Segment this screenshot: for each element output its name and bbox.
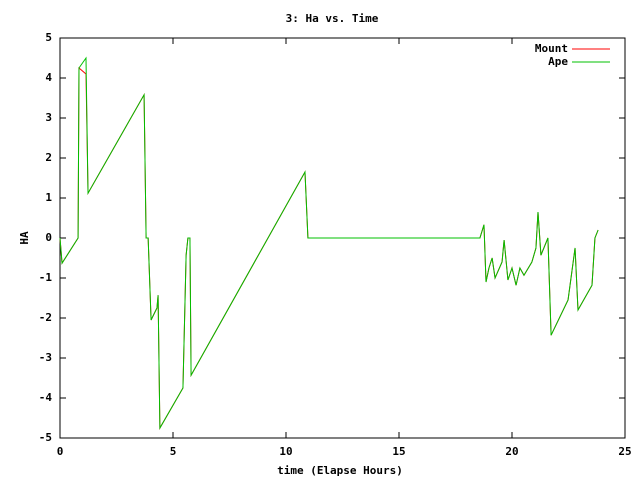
y-tick-label: 0 — [45, 231, 52, 244]
y-axis-label: HA — [18, 231, 31, 245]
x-tick-label: 10 — [279, 445, 292, 458]
x-tick-label: 15 — [392, 445, 405, 458]
x-tick-label: 20 — [505, 445, 518, 458]
y-tick-label: -3 — [39, 351, 52, 364]
y-tick-label: 3 — [45, 111, 52, 124]
y-tick-label: 2 — [45, 151, 52, 164]
y-tick-label: 4 — [45, 71, 52, 84]
x-tick-label: 0 — [57, 445, 64, 458]
x-tick-label: 5 — [170, 445, 177, 458]
x-tick-label: 25 — [618, 445, 631, 458]
x-axis-label: time (Elapse Hours) — [277, 464, 403, 477]
y-tick-label: 5 — [45, 31, 52, 44]
series-line — [59, 66, 599, 430]
y-tick-label: -5 — [39, 431, 52, 444]
chart-title: 3: Ha vs. Time — [286, 12, 379, 25]
y-tick-label: 1 — [45, 191, 52, 204]
y-tick-label: -2 — [39, 311, 52, 324]
y-tick-label: -4 — [39, 391, 53, 404]
legend-label: Mount — [535, 42, 568, 55]
legend-label: Ape — [548, 55, 568, 68]
series-line — [59, 56, 599, 430]
y-tick-label: -1 — [39, 271, 53, 284]
